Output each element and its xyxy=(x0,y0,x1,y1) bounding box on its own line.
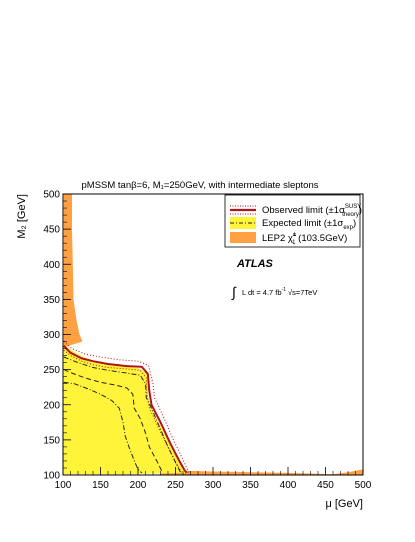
region-expected-limit-1-band xyxy=(63,345,187,475)
y-tick-label-400: 400 xyxy=(43,260,60,271)
y-tick-label-350: 350 xyxy=(43,295,60,306)
legend-entry-observed: Observed limit (±1σSUSY theory) xyxy=(230,204,362,218)
region-lep2-excluded-bottom-strip xyxy=(160,469,363,475)
legend-label-lep2: LEP2 χ̃± 1 (103.5GeV) xyxy=(262,232,347,246)
legend-label-observed: Observed limit (±1σSUSY theory) xyxy=(262,204,362,218)
lumi-text: L dt = 4.7 fb-1 √s=7TeV xyxy=(242,287,317,297)
lines-layer xyxy=(63,341,190,474)
line-observed-limit xyxy=(63,345,188,474)
y-axis-label: M₂ [GeV] xyxy=(16,194,28,239)
legend-entry-expected: Expected limit (±1σexp) xyxy=(230,217,356,231)
line-expected-limit xyxy=(63,369,163,472)
chart-title: pMSSM tanβ=6, M₁=250GeV, with intermedia… xyxy=(82,180,319,191)
x-axis-label: μ [GeV] xyxy=(325,498,363,510)
x-tick-label-100: 100 xyxy=(55,480,72,491)
x-tick-label-200: 200 xyxy=(130,480,147,491)
x-tick-label-150: 150 xyxy=(92,480,109,491)
legend-swatch-lep2 xyxy=(230,232,256,243)
legend-label-expected: Expected limit (±1σexp) xyxy=(262,218,356,231)
region-lep2-excluded-upper-left-band xyxy=(63,194,83,349)
legend-entry-lep2: LEP2 χ̃± 1 (103.5GeV) xyxy=(230,232,347,246)
x-tick-label-300: 300 xyxy=(205,480,222,491)
x-tick-label-450: 450 xyxy=(317,480,334,491)
atlas-label: ATLAS xyxy=(236,258,274,270)
line-expected-limit-1-lower xyxy=(63,381,143,474)
y-tick-label-300: 300 xyxy=(43,330,60,341)
y-tick-label-250: 250 xyxy=(43,365,60,376)
ticks-layer: 100 150 200 250 300 350 400 450 500 100 150 200 250 3… xyxy=(43,190,371,492)
y-tick-label-150: 150 xyxy=(43,435,60,446)
y-tick-label-450: 450 xyxy=(43,225,60,236)
x-tick-label-400: 400 xyxy=(280,480,297,491)
y-tick-label-200: 200 xyxy=(43,400,60,411)
lumi-annotation: ∫ L dt = 4.7 fb-1 √s=7TeV xyxy=(231,284,317,300)
regions-layer xyxy=(63,194,363,475)
x-tick-label-500: 500 xyxy=(355,480,372,491)
line-expected-limit-1-upper xyxy=(63,356,182,474)
integral-sign: ∫ xyxy=(231,284,237,300)
x-tick-label-350: 350 xyxy=(242,480,259,491)
x-tick-label-250: 250 xyxy=(167,480,184,491)
y-tick-label-100: 100 xyxy=(43,471,60,482)
legend: Observed limit (±1σSUSY theory) Expected … xyxy=(224,194,362,248)
y-tick-label-500: 500 xyxy=(43,190,60,201)
